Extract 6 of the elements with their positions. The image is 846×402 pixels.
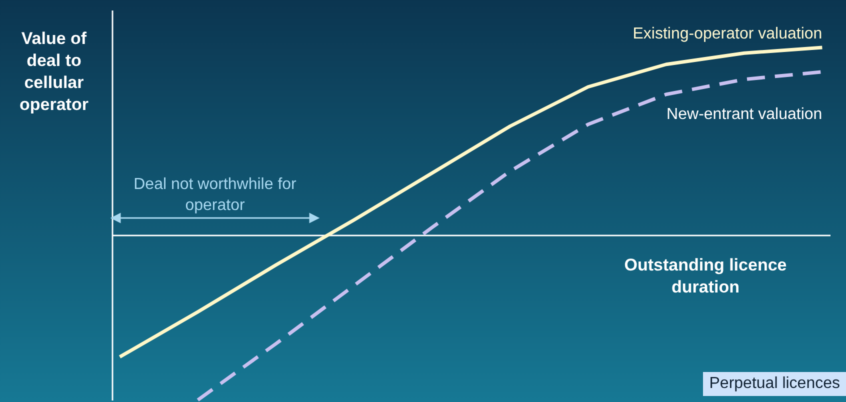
x-axis-title: Outstanding licence duration [624, 256, 787, 296]
y-axis-title: Value of deal to cellular operator [18, 28, 90, 116]
series-label: New-entrant valuation [666, 106, 822, 123]
annotation: Perpetual licences [703, 372, 846, 396]
series-label: Existing-operator valuation [632, 26, 822, 42]
annotation: Deal not worthwhile for operator [132, 175, 298, 216]
